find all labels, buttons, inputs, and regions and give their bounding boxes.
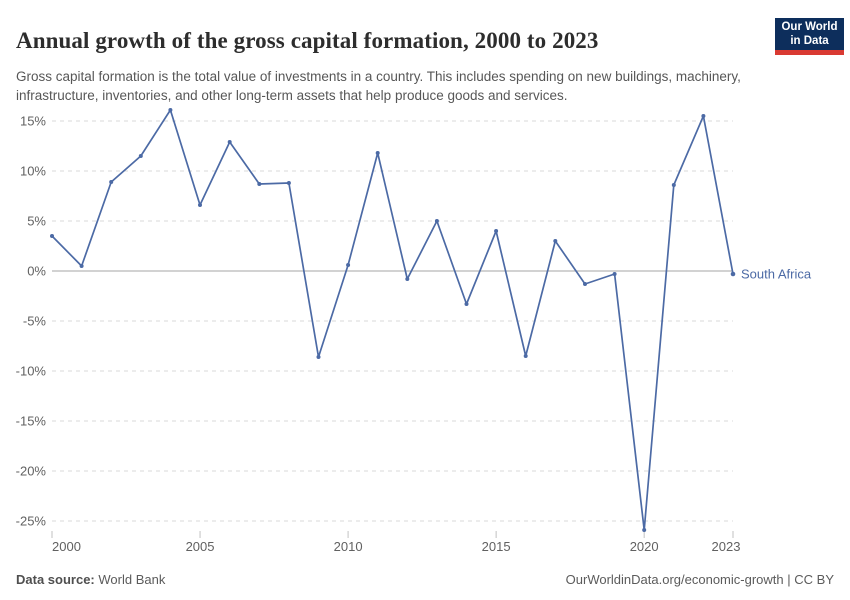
y-gridlines bbox=[52, 120, 733, 522]
x-tick-label: 2010 bbox=[334, 539, 363, 554]
data-line bbox=[51, 109, 734, 531]
credit-line: OurWorldinData.org/economic-growth | CC … bbox=[566, 572, 834, 587]
credit-separator: | bbox=[787, 572, 791, 587]
data-point-marker bbox=[316, 355, 321, 359]
credit-url[interactable]: OurWorldinData.org/economic-growth bbox=[565, 572, 784, 587]
data-point-marker bbox=[701, 114, 706, 118]
subtitle-line-2: machinery, infrastructure, inventories, … bbox=[16, 68, 741, 103]
data-point-marker bbox=[405, 277, 410, 281]
data-point-marker bbox=[434, 219, 439, 223]
series-name-label: South Africa bbox=[741, 267, 812, 282]
data-point-marker bbox=[257, 182, 262, 186]
chart-title: Annual growth of the gross capital forma… bbox=[16, 28, 599, 54]
entity-label: South Africa bbox=[741, 267, 812, 282]
chart-footer: Data source: World Bank OurWorldinData.o… bbox=[16, 572, 834, 587]
chart-subtitle: Gross capital formation is the total val… bbox=[16, 67, 776, 105]
data-source-label: Data source: bbox=[16, 572, 95, 587]
data-point-marker bbox=[642, 528, 647, 532]
y-tick-label: -10% bbox=[16, 364, 47, 379]
logo-line-1: Our World bbox=[781, 21, 838, 33]
data-point-marker bbox=[227, 140, 232, 144]
data-point-marker bbox=[168, 108, 173, 112]
series-path bbox=[51, 109, 734, 531]
data-point-marker bbox=[109, 180, 114, 184]
data-point-marker bbox=[346, 263, 351, 267]
y-axis-labels: 15% 10% 5% 0% -5% -10% -15% -20% -25% bbox=[16, 114, 47, 529]
data-point-marker bbox=[286, 181, 291, 185]
y-tick-label: 10% bbox=[20, 164, 46, 179]
x-tick-label: 2000 bbox=[52, 539, 81, 554]
data-source-value: World Bank bbox=[98, 572, 166, 587]
y-tick-label: -25% bbox=[16, 514, 47, 529]
data-point-marker bbox=[612, 272, 617, 276]
data-point-marker bbox=[375, 151, 380, 155]
data-points bbox=[50, 108, 736, 532]
data-point-marker bbox=[583, 282, 587, 286]
data-point-marker bbox=[523, 354, 528, 358]
data-point-marker bbox=[730, 271, 736, 277]
x-tick-label: 2020 bbox=[630, 539, 659, 554]
data-point-marker bbox=[79, 264, 84, 268]
data-point-marker bbox=[671, 183, 676, 187]
x-tick-label: 2005 bbox=[186, 539, 215, 554]
y-tick-label: -20% bbox=[16, 464, 47, 479]
data-point-marker bbox=[553, 239, 558, 243]
logo-line-2: in Data bbox=[790, 35, 829, 47]
data-point-marker bbox=[198, 203, 202, 207]
y-tick-label: -5% bbox=[23, 314, 47, 329]
x-tick-label: 2015 bbox=[482, 539, 511, 554]
x-tick-label: 2023 bbox=[712, 539, 741, 554]
y-tick-label: 0% bbox=[27, 264, 46, 279]
subtitle-line-1: Gross capital formation is the total val… bbox=[16, 68, 673, 84]
data-point-marker bbox=[494, 229, 499, 233]
owid-logo[interactable]: Our World in Data bbox=[775, 18, 844, 55]
data-source: Data source: World Bank bbox=[16, 572, 165, 587]
x-axis-labels: 2000 2005 2010 2015 2020 2023 bbox=[51, 531, 741, 554]
data-point-marker bbox=[464, 302, 469, 306]
credit-license[interactable]: CC BY bbox=[794, 572, 834, 587]
data-point-marker bbox=[50, 234, 54, 238]
data-point-marker bbox=[138, 154, 143, 158]
y-tick-label: 5% bbox=[27, 214, 46, 229]
y-tick-label: -15% bbox=[16, 414, 47, 429]
y-tick-label: 15% bbox=[20, 114, 46, 129]
